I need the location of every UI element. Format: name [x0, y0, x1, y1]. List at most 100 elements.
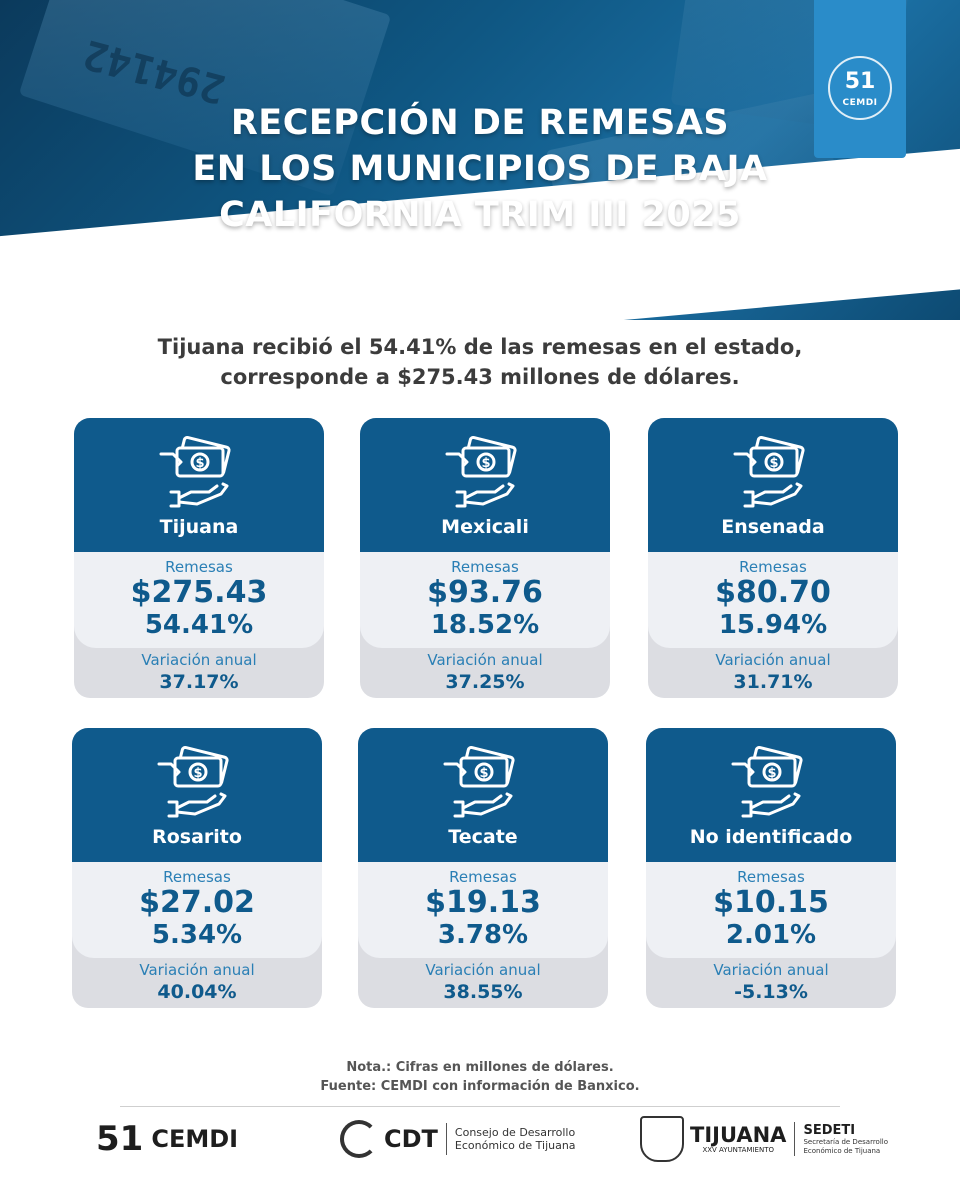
tijuana-logo-text-group: TIJUANA XXV AYUNTAMIENTO [690, 1124, 786, 1154]
remesas-percentage: 18.52% [430, 610, 540, 640]
cemdi-mark: 51 [844, 69, 876, 94]
annual-variation-value: 37.25% [445, 671, 525, 693]
remesas-amount: $80.70 [715, 575, 831, 610]
card-header: $ Tecate [358, 728, 608, 862]
annual-variation-value: 40.04% [157, 981, 237, 1003]
sedeti-sub-line: Económico de Tijuana [803, 1146, 881, 1155]
annual-variation-value: 37.17% [159, 671, 239, 693]
remesas-percentage: 5.34% [151, 920, 243, 950]
card-header: $ No identificado [646, 728, 896, 862]
remesas-label: Remesas [449, 868, 517, 886]
annual-variation-label: Variación anual [427, 651, 543, 669]
annual-variation-label: Variación anual [715, 651, 831, 669]
logo-separator [794, 1122, 796, 1156]
card-header: $ Ensenada [648, 418, 898, 552]
annual-variation-value: -5.13% [734, 981, 808, 1003]
money-hand-icon: $ [157, 432, 241, 516]
cemdi-badge-label: CEMDI [842, 98, 878, 108]
footer-divider [120, 1106, 840, 1107]
card-body: Remesas $10.15 2.01% [646, 862, 896, 958]
svg-text:$: $ [769, 456, 778, 471]
cemdi-ribbon-badge: 51 CEMDI [814, 0, 906, 158]
card-footer: Variación anual 37.25% [360, 650, 610, 694]
footer-note: Nota.: Cifras en millones de dólares. Fu… [0, 1058, 960, 1096]
money-hand-icon: $ [441, 742, 525, 826]
page-title: RECEPCIÓN DE REMESAS EN LOS MUNICIPIOS D… [0, 100, 960, 238]
cdt-logo-text: CDT [384, 1125, 438, 1153]
annual-variation-value: 38.55% [443, 981, 523, 1003]
remesas-amount: $93.76 [427, 575, 543, 610]
source-text: Fuente: CEMDI con información de Banxico… [320, 1079, 640, 1094]
card-body: Remesas $93.76 18.52% [360, 552, 610, 648]
municipality-name: Mexicali [441, 516, 529, 538]
cdt-sub-line: Económico de Tijuana [454, 1139, 576, 1152]
sedeti-logo-text: SEDETI [803, 1122, 856, 1138]
title-line: CALIFORNIA TRIM III 2025 [219, 195, 741, 235]
remesas-amount: $27.02 [139, 885, 255, 920]
card-footer: Variación anual 37.17% [74, 650, 324, 694]
municipality-card: $ Ensenada Remesas $80.70 15.94% Variación an… [648, 418, 898, 698]
card-footer: Variación anual 31.71% [648, 650, 898, 694]
remesas-label: Remesas [165, 558, 233, 576]
summary-line: corresponde a $275.43 millones de dólare… [220, 365, 740, 389]
remesas-amount: $10.15 [713, 885, 829, 920]
remesas-amount: $19.13 [425, 885, 541, 920]
card-header: $ Tijuana [74, 418, 324, 552]
summary-text: Tijuana recibió el 54.41% de las remesas… [0, 332, 960, 392]
card-body: Remesas $275.43 54.41% [74, 552, 324, 648]
cemdi-emblem-icon: 51 CEMDI [828, 56, 892, 120]
svg-text:$: $ [767, 766, 776, 781]
remesas-percentage: 2.01% [725, 920, 817, 950]
tijuana-logo: TIJUANA XXV AYUNTAMIENTO SEDETI Secretar… [640, 1116, 888, 1162]
cdt-sub-line: Consejo de Desarrollo [454, 1126, 576, 1139]
annual-variation-label: Variación anual [141, 651, 257, 669]
card-header: $ Rosarito [72, 728, 322, 862]
municipality-card: $ No identificado Remesas $10.15 2.01% Variac… [646, 728, 896, 1008]
annual-variation-label: Variación anual [139, 961, 255, 979]
title-line: RECEPCIÓN DE REMESAS [230, 103, 730, 143]
money-hand-icon: $ [443, 432, 527, 516]
card-body: Remesas $80.70 15.94% [648, 552, 898, 648]
logo-separator [445, 1123, 447, 1155]
svg-text:$: $ [481, 456, 490, 471]
money-hand-icon: $ [729, 742, 813, 826]
cemdi-mark-icon: 51 [96, 1119, 144, 1159]
note-text: Nota.: Cifras en millones de dólares. [346, 1060, 614, 1075]
remesas-percentage: 3.78% [437, 920, 529, 950]
remesas-label: Remesas [739, 558, 807, 576]
money-hand-icon: $ [731, 432, 815, 516]
remesas-label: Remesas [451, 558, 519, 576]
card-footer: Variación anual -5.13% [646, 960, 896, 1004]
summary-line: Tijuana recibió el 54.41% de las remesas… [157, 335, 803, 359]
card-footer: Variación anual 40.04% [72, 960, 322, 1004]
cemdi-logo-text: CEMDI [151, 1125, 239, 1153]
sedeti-sub-line: Secretaría de Desarrollo [803, 1137, 888, 1146]
card-footer: Variación anual 38.55% [358, 960, 608, 1004]
money-hand-icon: $ [155, 742, 239, 826]
municipality-name: No identificado [689, 826, 853, 848]
svg-text:$: $ [479, 766, 488, 781]
sedeti-logo: SEDETI Secretaría de Desarrollo Económic… [803, 1123, 888, 1156]
cdt-logo: CDT Consejo de Desarrollo Económico de T… [340, 1116, 576, 1162]
tijuana-logo-subtitle: XXV AYUNTAMIENTO [702, 1146, 774, 1154]
svg-text:$: $ [195, 456, 204, 471]
remesas-label: Remesas [737, 868, 805, 886]
card-header: $ Mexicali [360, 418, 610, 552]
annual-variation-label: Variación anual [713, 961, 829, 979]
cemdi-logo: 51 CEMDI [96, 1116, 238, 1162]
tijuana-seal-icon [640, 1116, 684, 1162]
svg-text:$: $ [193, 766, 202, 781]
header-banner: 294142 RECEPCIÓN DE REMESAS EN LOS MUNIC… [0, 0, 960, 320]
municipality-card: $ Rosarito Remesas $27.02 5.34% Variación anu… [72, 728, 322, 1008]
annual-variation-value: 31.71% [733, 671, 813, 693]
remesas-amount: $275.43 [130, 575, 268, 610]
remesas-percentage: 54.41% [144, 610, 254, 640]
municipality-card: $ Tecate Remesas $19.13 3.78% Variación anual… [358, 728, 608, 1008]
cdt-logo-subtitle: Consejo de Desarrollo Económico de Tijua… [455, 1126, 576, 1152]
title-line: EN LOS MUNICIPIOS DE BAJA [192, 149, 768, 189]
remesas-label: Remesas [163, 868, 231, 886]
card-body: Remesas $19.13 3.78% [358, 862, 608, 958]
annual-variation-label: Variación anual [425, 961, 541, 979]
municipality-name: Tijuana [159, 516, 239, 538]
municipality-card: $ Mexicali Remesas $93.76 18.52% Variación an… [360, 418, 610, 698]
